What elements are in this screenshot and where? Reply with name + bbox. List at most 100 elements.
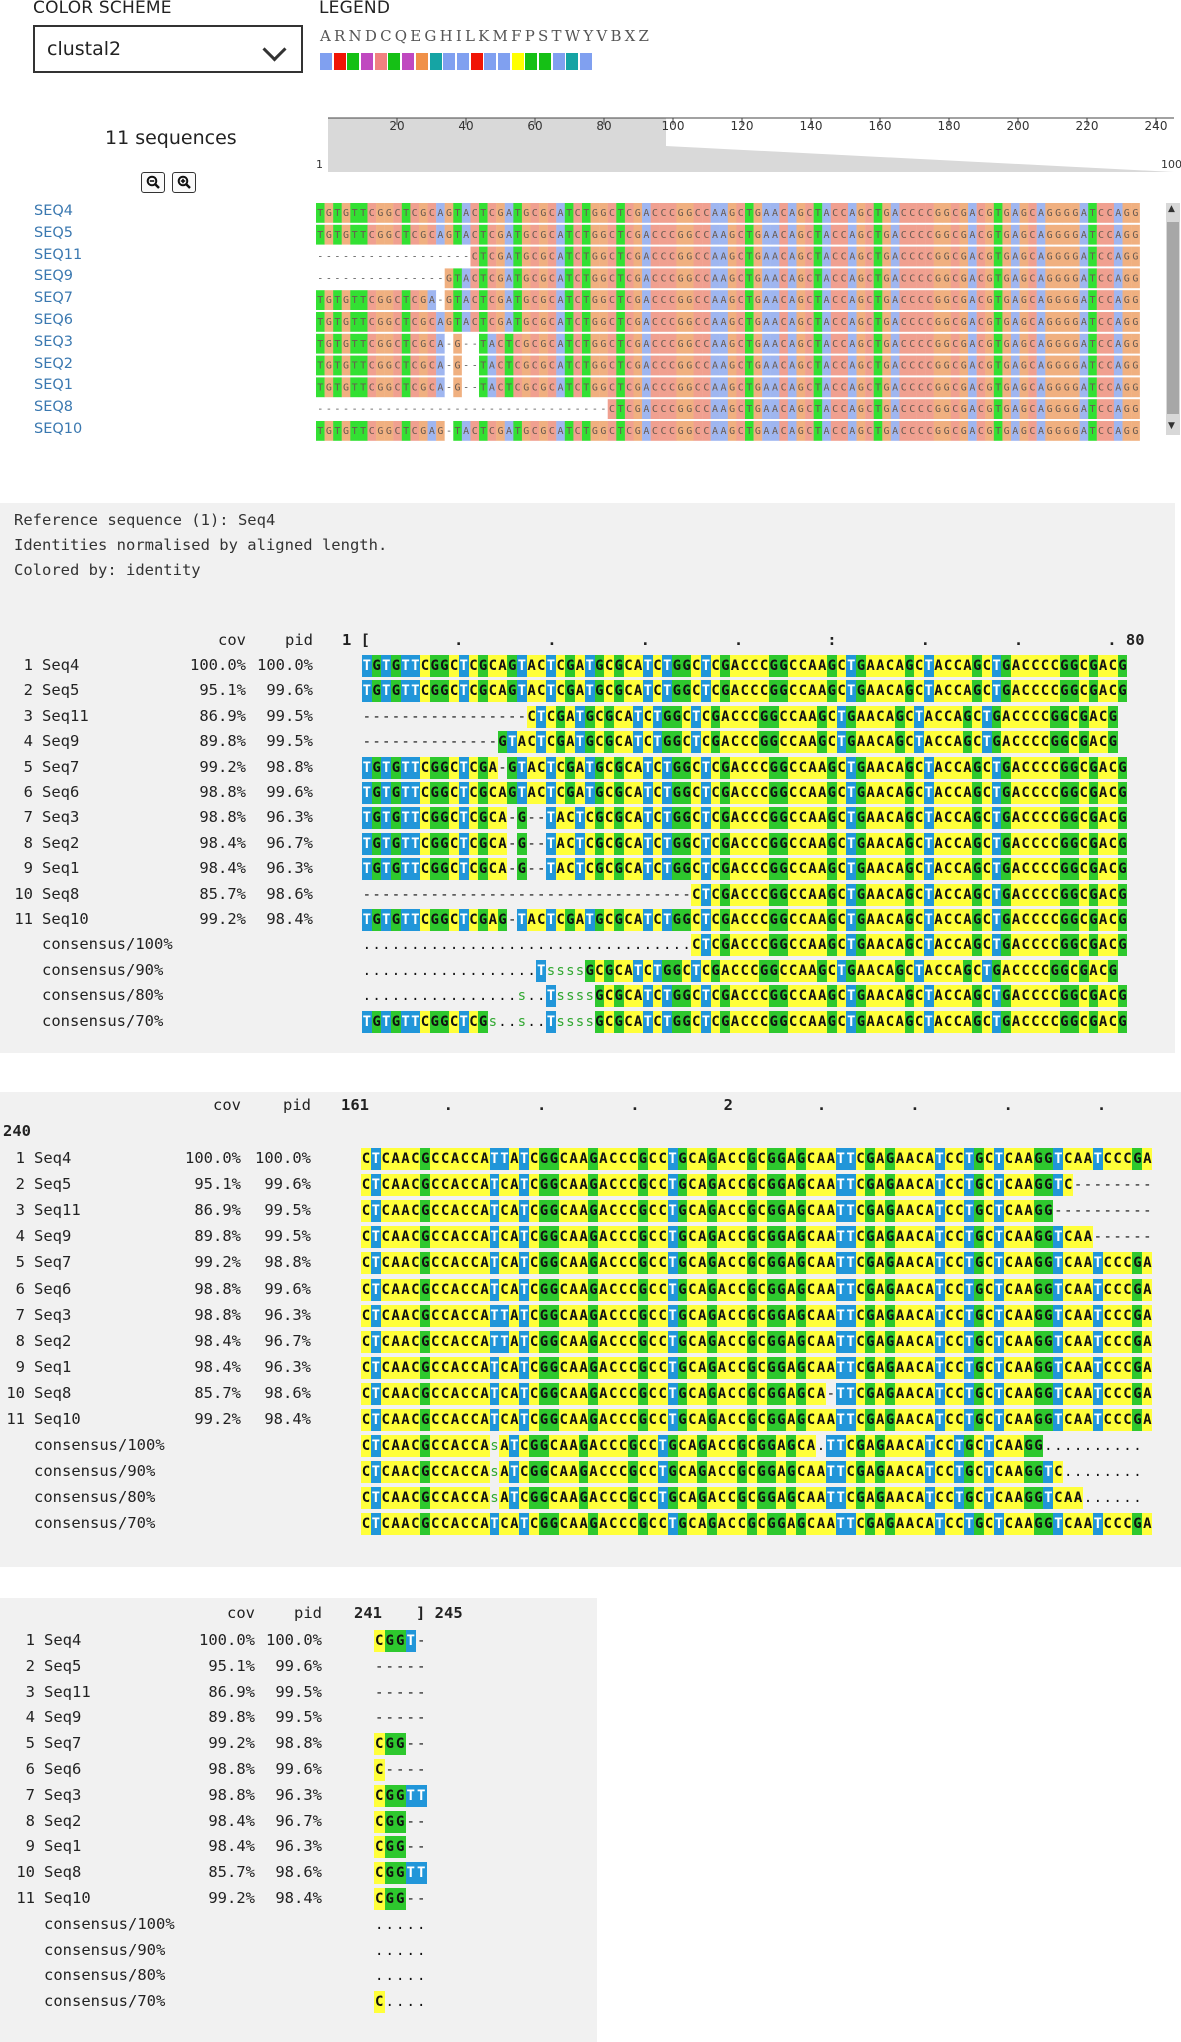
residue: A [806,1435,816,1458]
residue: A [1083,1252,1093,1275]
overview-seq-name[interactable]: SEQ1 [34,377,74,394]
overview-seq-name[interactable]: SEQ5 [34,224,74,241]
color-scheme-select[interactable]: clustal2 [33,25,303,73]
overview-cell [521,203,531,223]
residue: G [439,832,450,855]
residue: T [362,807,372,830]
overview-residue: C [412,426,418,437]
residue: A [962,680,973,703]
overview-residue: A [789,361,795,372]
overview-cell [642,355,651,376]
overview-seq-name[interactable]: SEQ7 [34,290,74,307]
overview-cell [530,224,540,245]
residue: G [1059,883,1070,906]
overview-cell [453,290,463,310]
residue: C [914,756,924,779]
consensus-row: C.... [374,1991,427,2014]
residue: C [657,1513,668,1536]
overview-seq-name[interactable]: SEQ2 [34,355,74,372]
overview-seq-name[interactable]: SEQ11 [34,246,83,263]
overview-seq-name[interactable]: SEQ10 [34,420,83,437]
overview-cell [976,333,986,354]
residue: A [924,1200,935,1223]
overview-residue: C [918,252,924,263]
overview-residue: G [1132,382,1138,393]
overview-cell [530,421,540,441]
overview-residue: C [652,230,658,241]
overview-cell [1036,333,1046,354]
overview-cell [787,312,797,332]
residue: T [924,1461,935,1484]
overview-seq-name[interactable]: SEQ9 [34,268,74,285]
residue: A [825,1513,836,1536]
overview-cell [521,399,531,419]
overview-scroll-thumb[interactable] [1167,222,1179,414]
residue: T [509,1435,520,1458]
residue: C [726,1304,737,1327]
overview-residue: C [695,273,701,284]
overview-cell [1036,399,1046,419]
scroll-up-icon[interactable]: ▲ [1168,204,1175,214]
residue: A [1013,1226,1024,1249]
ruler-tick-label: 220 [1076,119,1099,133]
overview-residue: C [609,361,615,372]
residue: G [1059,909,1070,931]
residue: T [982,959,992,982]
residue: G [478,782,488,804]
residue: A [807,909,818,931]
overview-cell [813,268,823,289]
sequence-name: Seq5 [34,1175,72,1194]
overview-residue: C [1098,404,1104,415]
residue: C [756,1278,767,1301]
overview-residue: G [1004,295,1010,306]
residue: C [1030,934,1041,957]
residue: T [964,1174,975,1197]
residue: A [730,909,740,931]
overview-residue: C [429,208,435,219]
identity-value: 100.0% [257,656,313,674]
residue: C [954,1148,965,1170]
residue: A [697,1356,708,1379]
residue: A [924,1278,935,1301]
overview-residue: T [515,273,521,284]
overview-residue: - [412,404,418,415]
overview-residue: A [643,252,649,263]
overview-residue: A [1012,230,1018,241]
overview-cell [1113,290,1123,310]
overview-residue: A [643,426,649,437]
residue: C [1122,1252,1133,1275]
residue: G [1132,1382,1143,1405]
residue: C [914,1200,925,1223]
scroll-down-icon[interactable]: ▼ [1168,421,1175,431]
zoom-out-button[interactable] [141,172,165,193]
overview-residue: A [712,295,718,306]
overview-residue: T [360,230,366,241]
residue: C [459,1409,470,1431]
overview-residue: - [317,404,323,415]
sequence-name: Seq2 [44,1811,82,1830]
overview-cell [762,355,771,376]
residue: A [1011,909,1021,931]
residue: C [1102,1330,1113,1353]
overview-cell [727,268,737,289]
overview-residue: T [746,361,752,372]
overview-seq-name[interactable]: SEQ6 [34,311,74,328]
zoom-in-button[interactable] [172,172,196,193]
overview-residue: T [746,426,752,437]
overview-seq-name[interactable]: SEQ3 [34,333,74,350]
overview-cell [805,268,814,289]
overview-residue: G [377,230,383,241]
coverage-value: 95.1% [208,1656,255,1675]
overview-cell [444,421,454,441]
overview-residue: G [592,382,598,393]
overview-cell [1122,290,1132,310]
residue: G [578,1435,589,1458]
residue: . [417,1916,426,1933]
overview-seq-name[interactable]: SEQ8 [34,399,74,416]
overview-residue: T [1089,230,1095,241]
overview-cell [950,333,960,354]
overview-seq-name[interactable]: SEQ4 [34,203,74,219]
